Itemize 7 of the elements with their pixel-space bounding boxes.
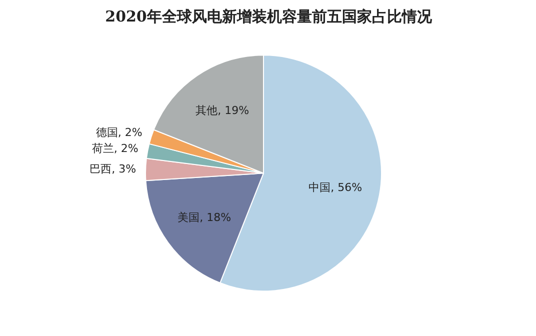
slice-label: 其他, 19%	[196, 104, 250, 118]
slice-label: 荷兰, 2%	[92, 142, 138, 155]
slice-label: 巴西, 3%	[90, 162, 136, 176]
slice-label: 美国, 18%	[178, 211, 232, 224]
slice-label: 中国, 56%	[308, 180, 362, 194]
chart-title: 2020年全球风电新增装机容量前五国家占比情况	[105, 8, 433, 26]
slice-label: 德国, 2%	[96, 126, 142, 139]
